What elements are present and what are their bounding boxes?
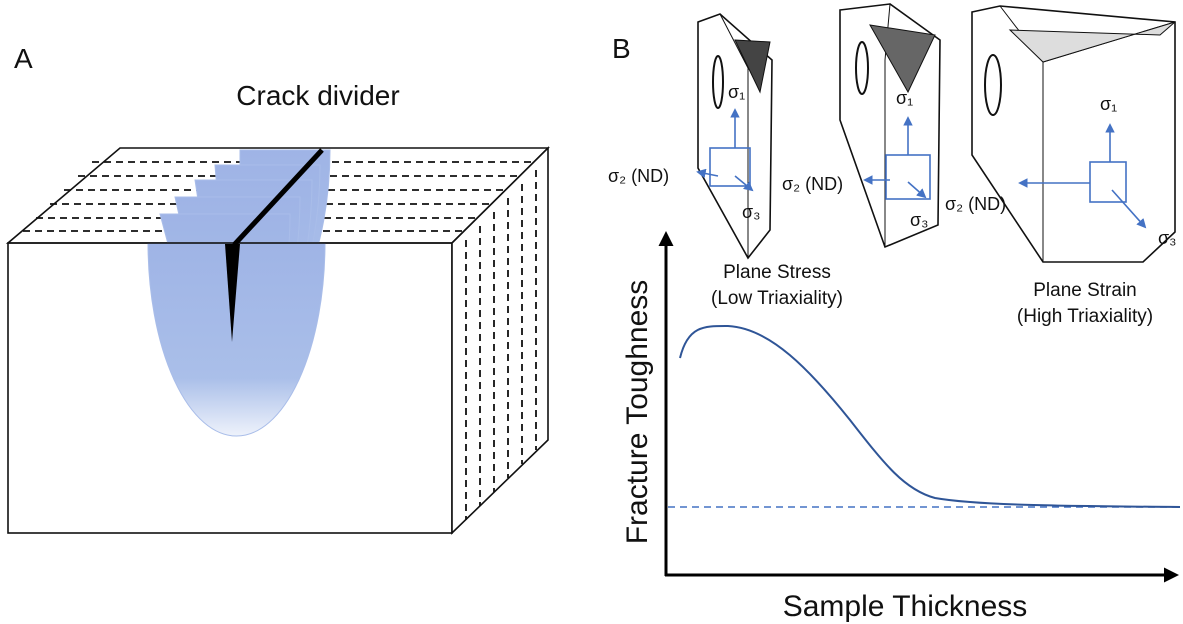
stress-label: σ₁ — [728, 82, 745, 102]
annotation: Plane Strain — [1033, 280, 1137, 301]
stress-label: σ₁ — [896, 88, 913, 108]
annotation: Plane Stress — [723, 262, 831, 283]
specimen-medium-part — [855, 41, 869, 95]
specimen-medium-part — [869, 24, 936, 94]
stress-label: σ₁ — [1100, 94, 1117, 114]
stress-label: σ₂ (ND) — [782, 174, 843, 194]
specimen-thick-part — [1111, 189, 1147, 229]
specimen-thick-part — [1089, 161, 1127, 203]
specimen-thin-part — [712, 55, 724, 109]
specimen-thin-part — [734, 175, 754, 192]
side-dashes — [465, 170, 537, 520]
x-axis-label: Sample Thickness — [783, 590, 1028, 623]
specimen-thick-part — [1008, 21, 1176, 63]
panel-title: Crack divider — [236, 80, 399, 111]
specimen-medium-part — [907, 181, 927, 199]
annotation: (High Triaxiality) — [1017, 306, 1153, 327]
plot-axes — [658, 231, 1181, 583]
crack-lobes-part — [147, 242, 326, 437]
stress-labels: σ₁ σ₂ (ND) σ₃ σ₁ σ₂ (ND) σ₃ σ₁ σ₂ (ND) σ₃ — [608, 82, 1176, 248]
toughness-curve — [679, 324, 1181, 508]
y-axis-label: Fracture Toughness — [621, 280, 654, 545]
stress-label: σ₂ (ND) — [945, 194, 1006, 214]
annotation: (Low Triaxiality) — [711, 288, 843, 309]
right-face — [451, 146, 549, 535]
stress-label: σ₃ — [1158, 228, 1176, 248]
panel-label: A — [14, 43, 33, 74]
crack-wedge — [225, 244, 240, 342]
crack-lobes — [147, 149, 331, 437]
specimen-thin-part — [696, 168, 719, 179]
specimen-thin-part — [719, 13, 749, 69]
specimen-thick-part — [971, 5, 1176, 263]
panel-a-block — [5, 146, 550, 535]
specimen-thin — [696, 13, 773, 260]
stress-label: σ₃ — [742, 202, 760, 222]
specimen-thin-part — [734, 39, 771, 94]
specimen-medium — [839, 3, 941, 249]
stress-label: σ₂ (ND) — [608, 166, 669, 186]
panel-label: B — [612, 33, 631, 64]
crack-line — [232, 148, 324, 247]
specimen-thick-part — [984, 54, 1002, 116]
specimen-thick — [971, 5, 1176, 263]
stress-label: σ₃ — [910, 210, 928, 230]
specimen-thin-part — [709, 147, 751, 187]
